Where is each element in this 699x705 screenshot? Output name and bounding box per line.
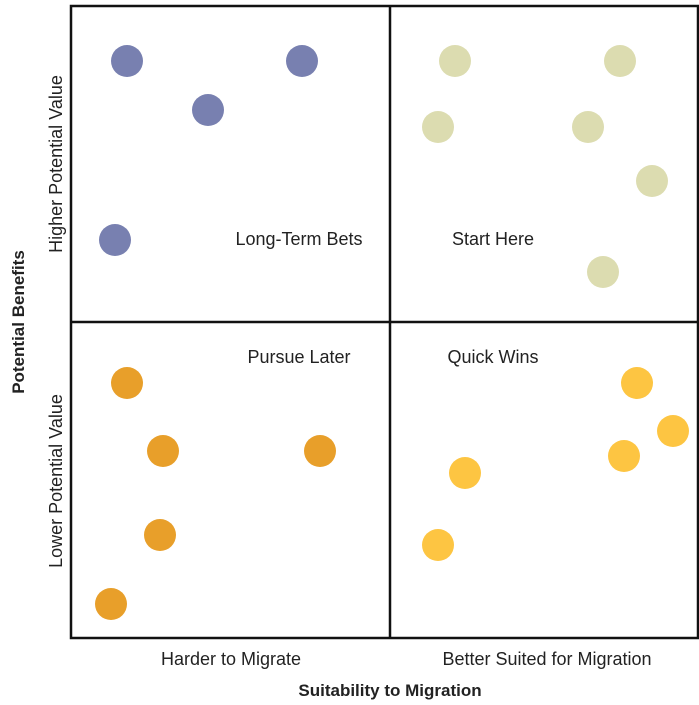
point-top-left: [286, 45, 318, 77]
point-top-left: [111, 45, 143, 77]
point-top-right: [439, 45, 471, 77]
x-axis-title: Suitability to Migration: [298, 681, 481, 700]
point-bottom-left: [147, 435, 179, 467]
point-top-right: [604, 45, 636, 77]
quadrant-top-right-points: [422, 45, 668, 288]
point-top-left: [99, 224, 131, 256]
point-top-right: [572, 111, 604, 143]
point-bottom-left: [95, 588, 127, 620]
point-top-right: [636, 165, 668, 197]
quadrant-bottom-left-points: [95, 367, 336, 620]
quadrant-label-start-here: Start Here: [452, 229, 534, 249]
point-top-left: [192, 94, 224, 126]
quadrant-top-left-points: [99, 45, 318, 256]
quadrant-label-quick-wins: Quick Wins: [447, 347, 538, 367]
point-bottom-right: [422, 529, 454, 561]
point-top-right: [422, 111, 454, 143]
point-bottom-right: [449, 457, 481, 489]
point-bottom-right: [608, 440, 640, 472]
point-bottom-left: [304, 435, 336, 467]
x-axis-left-label: Harder to Migrate: [161, 649, 301, 669]
point-top-right: [587, 256, 619, 288]
quadrant-label-pursue-later: Pursue Later: [247, 347, 350, 367]
point-bottom-right: [657, 415, 689, 447]
point-bottom-left: [111, 367, 143, 399]
y-axis-top-label: Higher Potential Value: [46, 75, 66, 253]
point-bottom-right: [621, 367, 653, 399]
quadrant-label-long-term-bets: Long-Term Bets: [235, 229, 362, 249]
point-bottom-left: [144, 519, 176, 551]
y-axis-title: Potential Benefits: [9, 250, 28, 394]
y-axis-bottom-label: Lower Potential Value: [46, 394, 66, 568]
x-axis-right-label: Better Suited for Migration: [442, 649, 651, 669]
quadrant-bottom-right-points: [422, 367, 689, 561]
